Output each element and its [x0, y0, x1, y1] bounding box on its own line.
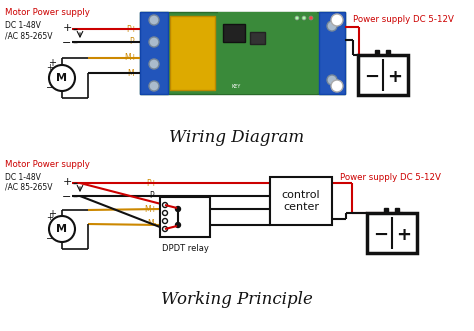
- Text: +: +: [48, 58, 56, 68]
- Text: M: M: [56, 224, 67, 234]
- Text: +: +: [48, 209, 56, 219]
- Text: Motor Power supply: Motor Power supply: [5, 8, 90, 17]
- Text: P+: P+: [146, 178, 157, 187]
- Bar: [140, 12, 168, 94]
- Text: −: −: [62, 192, 72, 202]
- Text: Motor Power supply: Motor Power supply: [5, 160, 90, 169]
- Text: P+: P+: [126, 24, 137, 33]
- Text: P-: P-: [130, 37, 137, 46]
- Text: M+: M+: [124, 54, 137, 63]
- Circle shape: [309, 16, 313, 20]
- Bar: [358, 55, 408, 95]
- Text: Wiring Diagram: Wiring Diagram: [169, 129, 305, 147]
- Text: /AC 85-265V: /AC 85-265V: [5, 31, 53, 40]
- Text: −: −: [46, 234, 54, 244]
- Text: DC 1-48V: DC 1-48V: [5, 172, 41, 181]
- Text: +: +: [396, 226, 411, 244]
- Text: +: +: [387, 69, 402, 86]
- Bar: [386, 50, 391, 55]
- Text: −: −: [62, 38, 72, 48]
- Bar: [375, 50, 380, 55]
- Bar: [270, 177, 332, 225]
- Circle shape: [149, 59, 159, 69]
- Bar: [160, 197, 210, 237]
- Text: +: +: [46, 63, 54, 71]
- Text: +: +: [62, 177, 72, 187]
- Circle shape: [163, 203, 167, 208]
- Circle shape: [149, 81, 159, 91]
- Text: DPDT relay: DPDT relay: [162, 244, 209, 253]
- Bar: [367, 213, 417, 253]
- Circle shape: [163, 218, 167, 223]
- Text: control
center: control center: [282, 190, 320, 212]
- Text: +: +: [62, 23, 72, 33]
- Bar: [384, 208, 389, 213]
- Text: +: +: [46, 213, 54, 222]
- Circle shape: [149, 15, 159, 25]
- Bar: [223, 24, 245, 42]
- Circle shape: [175, 207, 181, 212]
- Bar: [218, 12, 317, 94]
- Text: Power supply DC 5-12V: Power supply DC 5-12V: [340, 172, 441, 181]
- Text: −: −: [364, 69, 379, 86]
- Circle shape: [327, 21, 337, 31]
- Circle shape: [302, 16, 306, 20]
- Text: M+: M+: [144, 206, 157, 214]
- Circle shape: [149, 37, 159, 47]
- Bar: [250, 32, 265, 44]
- Text: Working Principle: Working Principle: [161, 292, 313, 308]
- Text: P-: P-: [150, 192, 157, 201]
- Text: DC 1-48V: DC 1-48V: [5, 22, 41, 30]
- Circle shape: [331, 14, 343, 26]
- Text: M: M: [56, 73, 67, 83]
- Text: /AC 85-265V: /AC 85-265V: [5, 182, 53, 192]
- Circle shape: [331, 80, 343, 92]
- Circle shape: [295, 16, 299, 20]
- Circle shape: [327, 75, 337, 85]
- Text: −: −: [373, 226, 388, 244]
- Bar: [140, 12, 345, 94]
- Bar: [395, 208, 400, 213]
- Circle shape: [175, 222, 181, 227]
- Bar: [170, 16, 215, 90]
- Text: KEY: KEY: [231, 83, 241, 88]
- Circle shape: [49, 65, 75, 91]
- Text: M-: M-: [128, 69, 137, 77]
- Text: M-: M-: [147, 219, 157, 228]
- Bar: [319, 12, 345, 94]
- Circle shape: [163, 226, 167, 231]
- Circle shape: [163, 211, 167, 215]
- Circle shape: [49, 216, 75, 242]
- Text: −: −: [46, 83, 54, 93]
- Text: Power supply DC 5-12V: Power supply DC 5-12V: [353, 16, 454, 24]
